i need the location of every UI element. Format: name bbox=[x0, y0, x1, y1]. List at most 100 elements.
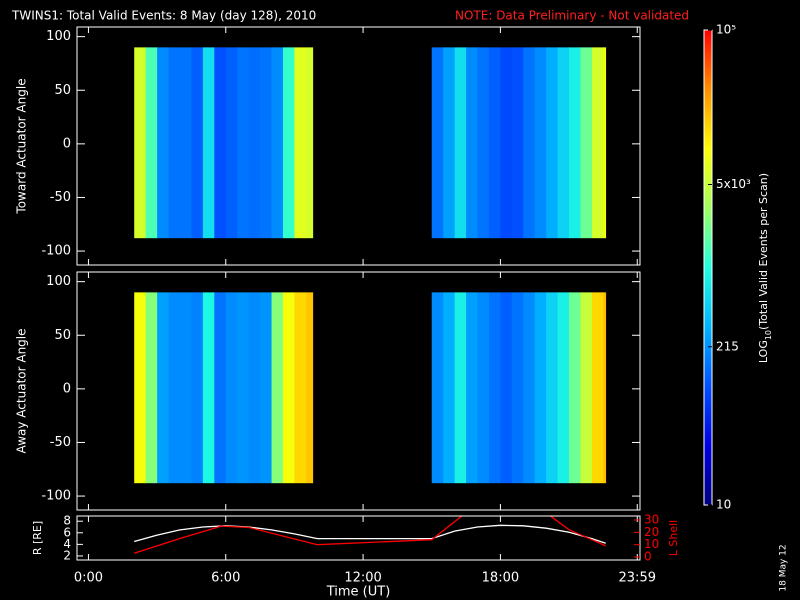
series-line bbox=[134, 524, 606, 544]
heatmap-cell bbox=[305, 47, 314, 239]
x-tick-label: 18:00 bbox=[482, 571, 519, 586]
heatmap-cell bbox=[488, 292, 501, 484]
heatmap-cell bbox=[580, 47, 593, 239]
plot-frame bbox=[76, 515, 641, 561]
y-tick-label: 8 bbox=[63, 514, 71, 528]
heatmap-cell bbox=[237, 47, 250, 239]
heatmap-cell bbox=[271, 47, 284, 239]
heatmap-cell bbox=[454, 47, 467, 239]
heatmap-cell bbox=[225, 292, 238, 484]
heatmap-cell bbox=[294, 292, 307, 484]
y-tick-label: -100 bbox=[41, 244, 71, 259]
y2-axis-label: L Shell bbox=[667, 520, 680, 556]
heatmap-cell bbox=[466, 292, 478, 484]
y-tick-label: 6 bbox=[63, 525, 71, 539]
x-tick-label: 0:00 bbox=[74, 571, 103, 586]
heatmap-cell bbox=[511, 47, 524, 239]
y-axis-label: Toward Actuator Angle bbox=[15, 78, 29, 214]
colorbar-label-part: 10 bbox=[764, 330, 773, 340]
heatmap-cell bbox=[145, 47, 158, 239]
heatmap-cell bbox=[237, 292, 250, 484]
heatmap-cell bbox=[431, 292, 444, 484]
heatmap-cell bbox=[603, 47, 607, 239]
y-tick-label: -50 bbox=[50, 435, 71, 450]
heatmap-cell bbox=[603, 292, 607, 484]
heatmap-cell bbox=[477, 47, 490, 239]
y-axis-label: Away Actuator Angle bbox=[15, 328, 29, 453]
y-tick-label: 50 bbox=[54, 83, 71, 98]
colorbar-tick-label: 10⁵ bbox=[716, 23, 736, 37]
y-tick-label: 0 bbox=[63, 381, 71, 396]
y2-tick-label: 0 bbox=[644, 550, 652, 564]
colorbar-tick-label: 215 bbox=[716, 339, 739, 353]
colorbar-tick-label: 5x10³ bbox=[716, 177, 751, 191]
heatmap-cell bbox=[488, 47, 501, 239]
heatmap-cell bbox=[569, 47, 581, 239]
heatmap-cell bbox=[134, 47, 147, 239]
heatmap-cell bbox=[260, 47, 272, 239]
x-tick-label: 12:00 bbox=[344, 571, 381, 586]
heatmap-cell bbox=[500, 47, 513, 239]
heatmap-cell bbox=[569, 292, 581, 484]
y-tick-label: 50 bbox=[54, 328, 71, 343]
heatmap-cell bbox=[294, 47, 307, 239]
y-tick-label: -50 bbox=[50, 190, 71, 205]
heatmap-cell bbox=[248, 47, 261, 239]
heatmap-cell bbox=[225, 47, 238, 239]
heatmap-cell bbox=[523, 292, 536, 484]
heatmap-cell bbox=[202, 292, 215, 484]
heatmap-cell bbox=[214, 47, 227, 239]
heatmap-cell bbox=[168, 47, 181, 239]
y-tick-label: 100 bbox=[46, 29, 71, 44]
heatmap-cell bbox=[443, 47, 456, 239]
heatmap-cell bbox=[157, 292, 169, 484]
chart-title: TWINS1: Total Valid Events: 8 May (day 1… bbox=[11, 9, 316, 23]
heatmap-cell bbox=[454, 292, 467, 484]
heatmap-cell bbox=[557, 292, 570, 484]
heatmap-cell bbox=[466, 47, 478, 239]
heatmap-cell bbox=[191, 292, 204, 484]
colorbar-label: LOG10(Total Valid Events per Scan) bbox=[757, 173, 773, 363]
heatmap-cell bbox=[282, 47, 295, 239]
y2-tick-label: 10 bbox=[644, 537, 659, 551]
heatmap-cell bbox=[179, 292, 192, 484]
heatmap-cell bbox=[431, 47, 444, 239]
heatmap-cell bbox=[591, 292, 604, 484]
heatmap-cell bbox=[202, 47, 215, 239]
heatmap-cell bbox=[134, 292, 147, 484]
heatmap-cell bbox=[168, 292, 181, 484]
heatmap-cell bbox=[546, 47, 559, 239]
series-line bbox=[134, 516, 606, 554]
heatmap-cell bbox=[248, 292, 261, 484]
plot-frame bbox=[76, 271, 641, 511]
plot-frame bbox=[76, 26, 641, 266]
y-tick-label: 0 bbox=[63, 136, 71, 151]
y-tick-label: 100 bbox=[46, 274, 71, 289]
heatmap-cell bbox=[260, 292, 272, 484]
x-tick-label: 23:59 bbox=[619, 571, 656, 586]
heatmap-cell bbox=[534, 292, 547, 484]
heatmap-cell bbox=[305, 292, 314, 484]
y2-tick-label: 20 bbox=[644, 525, 659, 539]
heatmap-cell bbox=[534, 47, 547, 239]
heatmap-cell bbox=[282, 292, 295, 484]
heatmap-cell bbox=[557, 47, 570, 239]
y-tick-label: -100 bbox=[41, 489, 71, 504]
colorbar-tick-label: 10 bbox=[716, 498, 731, 512]
heatmap-cell bbox=[157, 47, 169, 239]
y-tick-label: 4 bbox=[63, 537, 71, 551]
heatmap-cell bbox=[511, 292, 524, 484]
y-axis-label: R [RE] bbox=[31, 521, 44, 555]
heatmap-cell bbox=[179, 47, 192, 239]
heatmap-cell bbox=[271, 292, 284, 484]
date-stamp: 18 May 12 bbox=[779, 544, 789, 591]
heatmap-cell bbox=[145, 292, 158, 484]
colorbar-label-part: (Total Valid Events per Scan) bbox=[757, 173, 770, 330]
heatmap-cell bbox=[580, 292, 593, 484]
heatmap-cell bbox=[523, 47, 536, 239]
heatmap-cell bbox=[191, 47, 204, 239]
x-axis-label: Time (UT) bbox=[326, 585, 391, 600]
heatmap-cell bbox=[214, 292, 227, 484]
x-tick-label: 6:00 bbox=[211, 571, 240, 586]
